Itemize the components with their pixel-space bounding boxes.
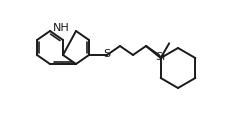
Text: Si: Si: [156, 52, 166, 62]
Text: NH: NH: [53, 23, 70, 33]
Text: S: S: [103, 49, 111, 59]
